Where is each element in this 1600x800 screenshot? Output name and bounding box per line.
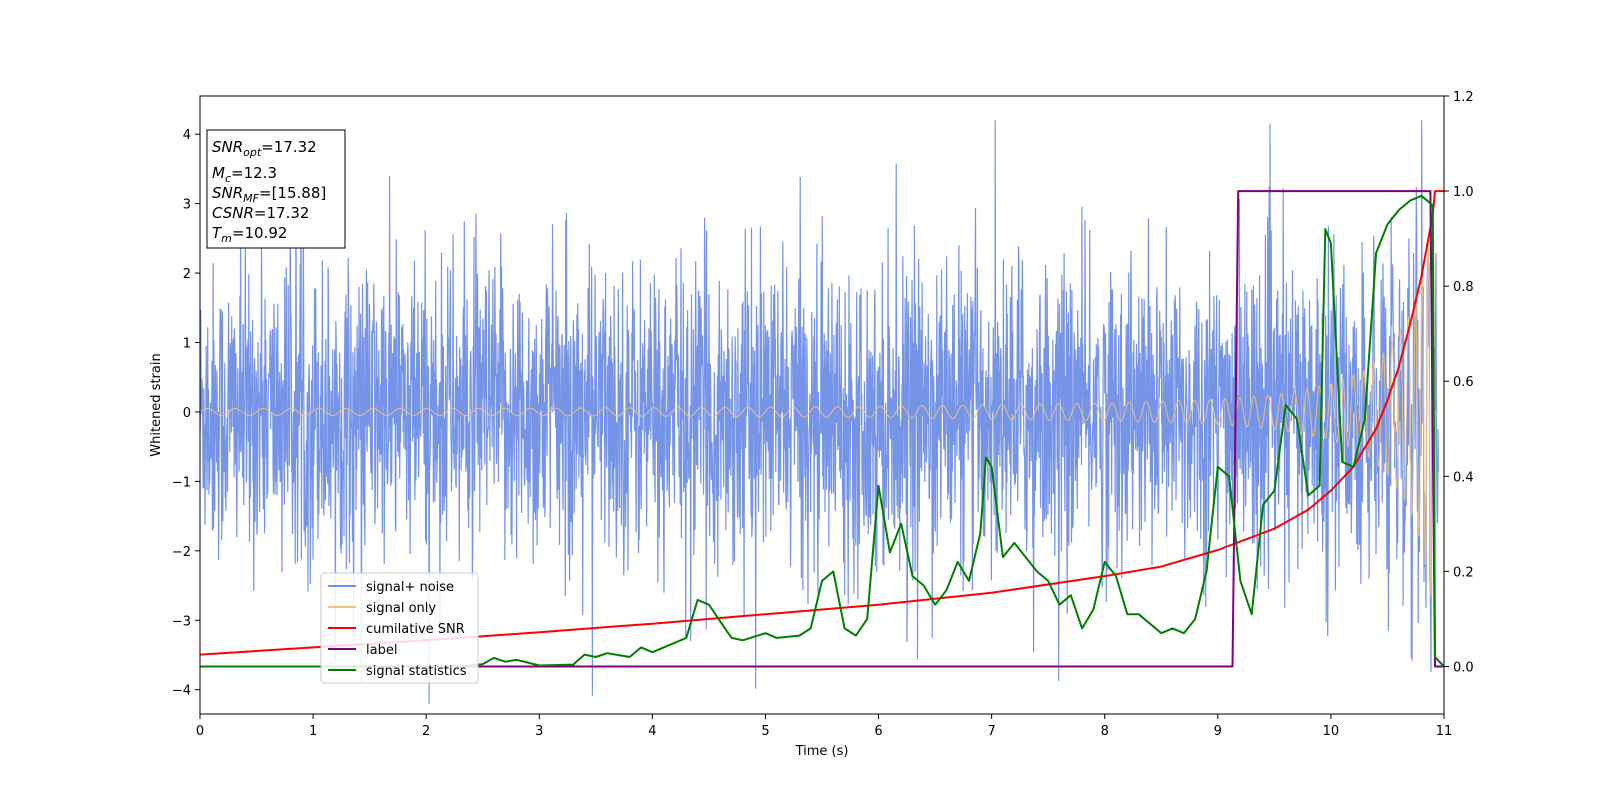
y-tick-label: −4 xyxy=(172,684,191,699)
y-axis-title: Whitened strain xyxy=(149,353,164,456)
x-tick-label: 1 xyxy=(309,724,317,739)
info-box-frame xyxy=(206,129,346,249)
info-line-csnr: CSNR=17.32 xyxy=(212,204,309,222)
y2-tick-label: 0.2 xyxy=(1453,565,1474,580)
y2-tick-label: 1.2 xyxy=(1453,90,1474,105)
y2-tick-label: 0.0 xyxy=(1453,660,1474,675)
x-tick-label: 11 xyxy=(1436,724,1453,739)
info-line-snr-mf: SNRMF=[15.88] xyxy=(212,184,326,205)
y-tick-label: 4 xyxy=(183,128,191,143)
legend-label-cumulative-snr: cumilative SNR xyxy=(366,622,465,637)
legend-frame xyxy=(320,572,479,684)
x-tick-label: 7 xyxy=(987,724,995,739)
series-signal-statistics-line xyxy=(200,194,1444,668)
info-box: SNRopt=17.32 Mc=12.3 SNRMF=[15.88] CSNR=… xyxy=(206,129,346,249)
y-tick-label: 2 xyxy=(183,267,191,282)
y2-tick-label: 0.4 xyxy=(1453,470,1474,485)
plot-area xyxy=(200,120,1444,704)
y-tick-label: 0 xyxy=(183,406,191,421)
axes-frame xyxy=(199,95,1445,715)
y-tick-label: −1 xyxy=(172,475,191,490)
info-line-mc: Mc=12.3 xyxy=(212,164,277,185)
legend-label-label: label xyxy=(366,643,397,658)
axis-ticks: 0 1 2 3 4 5 6 7 8 9 10 11 −4 −3 −2 −1 0 1 2 3 4 0.0 0.2 0.4 0.6 0… xyxy=(172,90,1474,739)
y-tick-label: −2 xyxy=(172,545,191,560)
x-tick-label: 3 xyxy=(535,724,543,739)
series-label-line xyxy=(200,190,1444,668)
legend-label-signal-only: signal only xyxy=(366,601,436,616)
y2-tick-label: 0.6 xyxy=(1453,375,1474,390)
legend-label-signal-noise: signal+ noise xyxy=(366,580,454,595)
x-tick-label: 9 xyxy=(1214,724,1222,739)
y2-tick-label: 1.0 xyxy=(1453,185,1474,200)
x-tick-label: 5 xyxy=(761,724,769,739)
series-cumulative-snr-line xyxy=(200,190,1444,656)
series-signal-only-line xyxy=(200,215,1439,596)
y-tick-label: −3 xyxy=(172,614,191,629)
x-tick-label: 8 xyxy=(1101,724,1109,739)
x-tick-label: 4 xyxy=(648,724,656,739)
info-line-snr-opt: SNRopt=17.32 xyxy=(212,138,317,159)
x-tick-label: 10 xyxy=(1323,724,1340,739)
x-tick-label: 0 xyxy=(196,724,204,739)
y2-tick-label: 0.8 xyxy=(1453,280,1474,295)
x-tick-label: 6 xyxy=(874,724,882,739)
info-line-tm: Tm=10.92 xyxy=(212,224,287,245)
x-axis-title: Time (s) xyxy=(795,744,849,759)
legend-label-signal-statistics: signal statistics xyxy=(366,664,467,679)
legend: signal+ noise signal only cumilative SNR… xyxy=(320,572,479,684)
y-tick-label: 3 xyxy=(183,198,191,213)
y-tick-label: 1 xyxy=(183,337,191,352)
series-signal-noise-line xyxy=(200,120,1439,704)
x-tick-label: 2 xyxy=(422,724,430,739)
